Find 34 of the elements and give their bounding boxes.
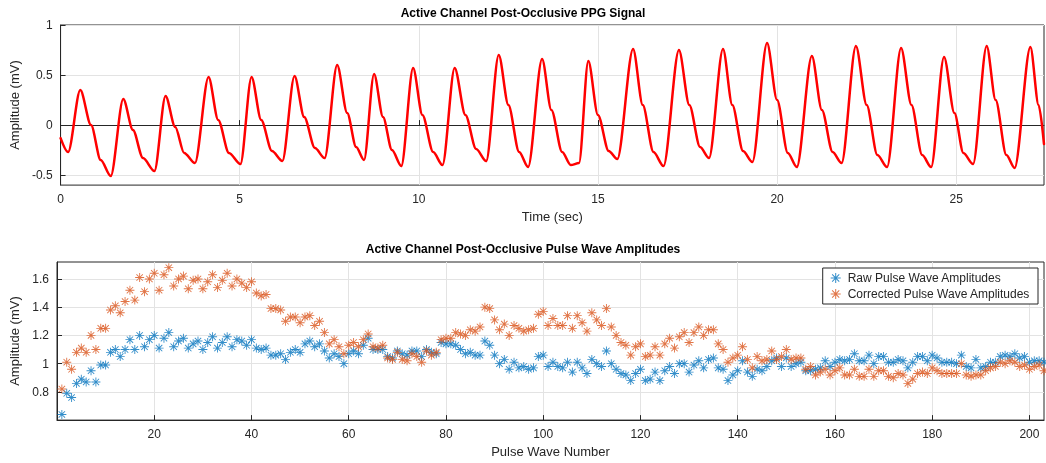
legend-label: Corrected Pulse Wave Amplitudes: [847, 287, 1030, 301]
x-tick-label: 200: [1019, 427, 1040, 442]
y-tick-label: 0.8: [32, 384, 50, 399]
x-tick-label: 25: [949, 192, 964, 207]
x-tick-label: 20: [147, 427, 162, 442]
x-tick-label: 180: [922, 427, 943, 442]
y-tick-label: 1.2: [32, 328, 50, 343]
y-tick-label: 0.5: [35, 68, 53, 83]
x-axis-title: Time (sec): [521, 209, 583, 224]
x-tick-label: 10: [412, 192, 426, 207]
chart-title: Active Channel Post-Occlusive Pulse Wave Amplitudes: [365, 242, 681, 256]
x-tick-label: 100: [533, 427, 554, 442]
y-tick-label: 1: [42, 356, 50, 371]
y-tick-label: 0: [45, 118, 53, 133]
x-tick-label: 80: [439, 427, 453, 442]
y-axis-title: Amplitude (mV): [7, 60, 22, 150]
y-tick-label: 1: [45, 18, 53, 32]
chart-title: Active Channel Post-Occlusive PPG Signal: [400, 6, 646, 20]
x-tick-label: 0: [57, 192, 65, 207]
x-tick-label: 20: [770, 192, 785, 207]
x-axis-title: Pulse Wave Number: [491, 444, 611, 459]
y-tick-label: 1.6: [32, 271, 50, 286]
line-series: [59, 41, 1046, 178]
y-tick-label: -0.5: [31, 168, 53, 183]
x-tick-label: 160: [824, 427, 846, 442]
x-tick-label: 120: [630, 427, 651, 442]
x-tick-label: 140: [727, 427, 749, 442]
x-tick-label: 15: [591, 192, 605, 207]
x-tick-label: 40: [244, 427, 259, 442]
legend-label: Raw Pulse Wave Amplitudes: [847, 271, 1001, 285]
x-tick-label: 5: [236, 192, 244, 207]
y-tick-label: 1.4: [32, 300, 50, 315]
y-axis-title: Amplitude (mV): [7, 296, 22, 386]
x-tick-label: 60: [342, 427, 356, 442]
